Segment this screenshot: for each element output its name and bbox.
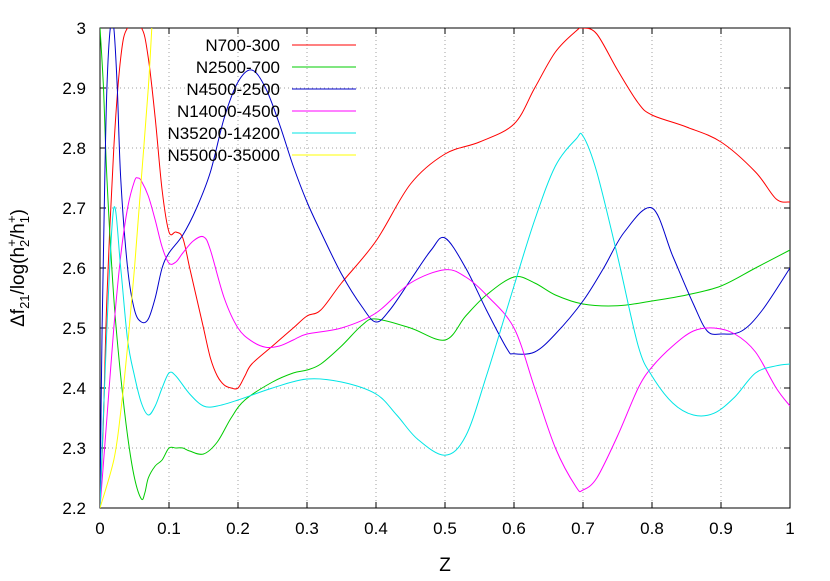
series-line-n14000-4500 — [100, 178, 790, 508]
y-tick-label: 2.7 — [62, 199, 86, 218]
y-label-sub2: 2 — [17, 240, 32, 247]
y-label-sub3: 1 — [17, 216, 32, 223]
y-label-sub1: 21 — [17, 294, 32, 308]
x-tick-label: 0 — [95, 519, 104, 538]
y-tick-label: 2.8 — [62, 139, 86, 158]
legend-label-n14000-4500: N14000-4500 — [177, 102, 280, 121]
y-label-mid: /log(h — [8, 247, 29, 295]
legend-label-n2500-700: N2500-700 — [196, 58, 280, 77]
x-tick-label: 0.1 — [157, 519, 181, 538]
legend-label-n35200-14200: N35200-14200 — [168, 124, 280, 143]
y-axis-label: Δf21/log(h2+/h1+) — [4, 209, 32, 327]
x-tick-label: 0.2 — [226, 519, 250, 538]
y-tick-label: 3 — [77, 19, 86, 38]
x-tick-label: 0.3 — [295, 519, 319, 538]
x-tick-label: 0.9 — [709, 519, 733, 538]
y-tick-label: 2.4 — [62, 379, 86, 398]
x-tick-label: 0.7 — [571, 519, 595, 538]
y-tick-label: 2.5 — [62, 319, 86, 338]
gridlines — [100, 28, 790, 508]
x-tick-label: 0.6 — [502, 519, 526, 538]
legend-label-n4500-2500: N4500-2500 — [186, 80, 280, 99]
y-tick-label: 2.9 — [62, 79, 86, 98]
y-label-sup2: + — [4, 239, 19, 247]
legend-label-n55000-35000: N55000-35000 — [168, 146, 280, 165]
x-tick-label: 1 — [785, 519, 794, 538]
y-tick-label: 2.2 — [62, 499, 86, 518]
legend-label-n700-300: N700-300 — [205, 36, 280, 55]
y-label-main: Δf — [8, 308, 29, 327]
y-label-sup3: + — [4, 215, 19, 223]
y-tick-label: 2.3 — [62, 439, 86, 458]
x-tick-label: 0.5 — [433, 519, 457, 538]
y-label-close: ) — [8, 209, 29, 215]
legend: N700-300 N2500-700 N4500-2500 N14000-4500 N3… — [168, 36, 356, 165]
y-tick-label: 2.6 — [62, 259, 86, 278]
y-label-slash: /h — [8, 223, 29, 239]
x-axis-label: Z — [439, 555, 451, 576]
axis-ticks: 0 0.1 0.2 0.3 0.4 0.5 0.6 0.7 0.8 0.9 1 2.2 2.3 2.4 2.… — [62, 19, 794, 538]
x-tick-label: 0.4 — [364, 519, 388, 538]
x-tick-label: 0.8 — [640, 519, 664, 538]
